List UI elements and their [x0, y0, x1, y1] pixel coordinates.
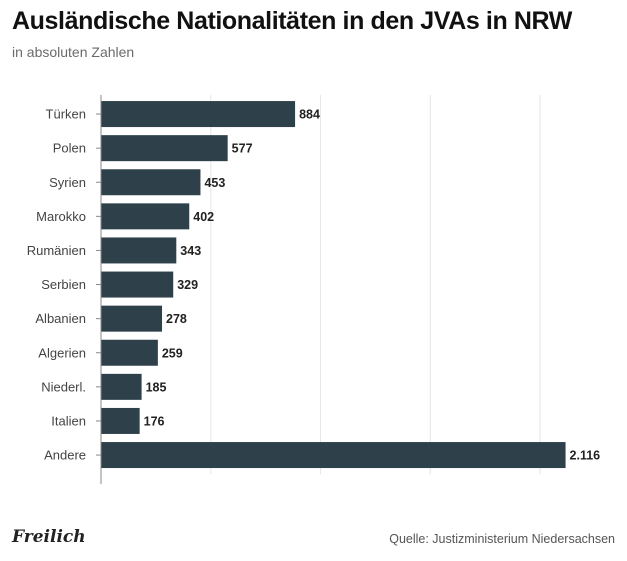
freilich-logo: Freilich [12, 527, 86, 547]
data-label: 884 [299, 108, 320, 122]
bar [101, 442, 566, 469]
data-label: 343 [180, 244, 201, 258]
source-note: Quelle: Justizministerium Niedersachsen [389, 532, 615, 546]
category-label: Italien [51, 413, 86, 428]
bar [101, 339, 158, 366]
bar [101, 373, 142, 400]
category-label: Albanien [35, 311, 86, 326]
data-label: 577 [232, 142, 253, 156]
chart-subtitle: in absoluten Zahlen [12, 44, 135, 60]
category-label: Rumänien [27, 243, 86, 258]
bar [101, 135, 228, 162]
category-label: Marokko [36, 209, 86, 224]
category-label: Niederl. [41, 379, 86, 394]
data-label: 2.116 [570, 449, 601, 463]
category-label: Syrien [49, 175, 86, 190]
data-label: 329 [177, 278, 198, 292]
data-label: 278 [166, 312, 187, 326]
data-label: 176 [144, 414, 165, 428]
category-label: Serbien [41, 277, 86, 292]
bar [101, 203, 190, 230]
chart-title: Ausländische Nationalitäten in den JVAs … [12, 7, 572, 35]
bar [101, 101, 296, 128]
data-label: 402 [193, 210, 214, 224]
bar [101, 237, 177, 264]
category-label: Türken [46, 107, 86, 122]
data-label: 185 [146, 380, 167, 394]
bar [101, 407, 140, 434]
category-label: Polen [53, 141, 86, 156]
data-label: 453 [204, 176, 225, 190]
category-label: Algerien [38, 345, 86, 360]
category-label: Andere [44, 448, 86, 463]
data-label: 259 [162, 346, 183, 360]
bar [101, 271, 174, 298]
bar [101, 169, 201, 196]
bar [101, 305, 163, 332]
